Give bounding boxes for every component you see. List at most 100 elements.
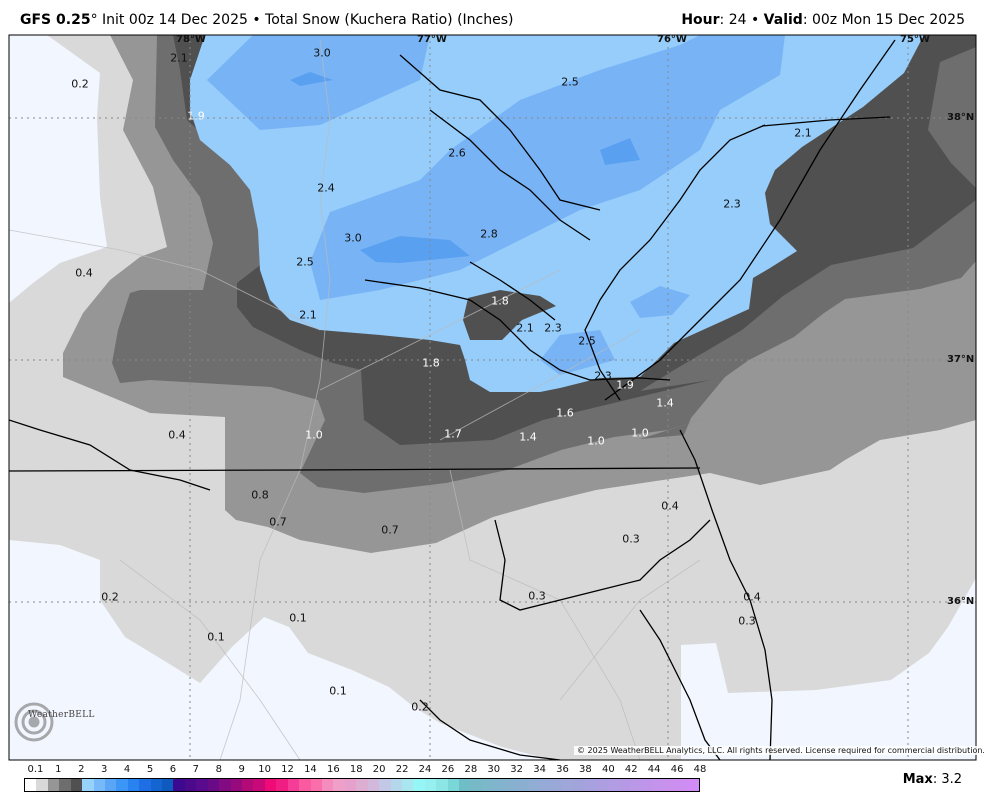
outer-banks xyxy=(679,429,773,760)
snow-value-label: 1.0 xyxy=(587,434,605,448)
colorbar-segment xyxy=(584,779,597,791)
snow-value-label: 3.0 xyxy=(313,46,331,60)
snow-value-label: 0.7 xyxy=(269,515,287,529)
weatherbell-logo-swirl xyxy=(14,702,54,742)
colorbar-segment xyxy=(150,779,163,791)
colorbar-tick-label: 24 xyxy=(418,764,432,775)
snow-band-blue-diagonal xyxy=(310,35,785,300)
colorbar-segment xyxy=(36,779,48,791)
map-title: GFS 0.25° Init 00z 14 Dec 2025 • Total S… xyxy=(20,12,513,28)
snow-value-label: 2.5 xyxy=(296,255,314,269)
colorbar-segment xyxy=(447,779,460,791)
graticule xyxy=(9,35,976,760)
colorbar-segment xyxy=(47,779,60,791)
colorbar-tick-label: 8 xyxy=(215,764,222,775)
colorbar-tick-label: 42 xyxy=(624,764,638,775)
snow-value-label: 2.1 xyxy=(170,51,188,65)
colorbar-segment xyxy=(596,779,608,791)
delmarva-west-shore xyxy=(584,124,766,401)
york-river xyxy=(469,261,556,321)
colorbar-segment xyxy=(162,779,174,791)
snow-value-label: 0.2 xyxy=(71,77,89,91)
snow-value-label: 1.9 xyxy=(616,378,634,392)
colorbar-segment xyxy=(333,779,345,791)
colorbar-segment xyxy=(310,779,322,791)
colorbar-segment xyxy=(139,779,151,791)
colorbar-segment xyxy=(207,779,220,791)
colorbar-tick-label: 16 xyxy=(326,764,340,775)
snow-value-label: 1.8 xyxy=(422,356,440,370)
colorbar-segment xyxy=(561,779,574,791)
snow-value-label: 0.4 xyxy=(743,590,761,604)
max-value: Max: 3.2 xyxy=(903,772,962,787)
hour-label: Hour xyxy=(681,12,720,28)
colorbar-segment xyxy=(127,779,140,791)
lon-label-78w: 78°W xyxy=(176,34,206,45)
colorbar-segment xyxy=(618,779,631,791)
colorbar-segment xyxy=(287,779,300,791)
colorbar-segment xyxy=(184,779,197,791)
snow-band-deep-blue-2 xyxy=(360,236,470,263)
colorbar-segment xyxy=(390,779,402,791)
colorbar-tick-label: 44 xyxy=(647,764,661,775)
colorbar-segment xyxy=(538,779,551,791)
snow-value-label: 1.4 xyxy=(519,430,537,444)
snow-value-label: 0.7 xyxy=(381,523,399,537)
snow-value-label: 1.0 xyxy=(305,428,323,442)
snow-value-label: 0.3 xyxy=(738,614,756,628)
colorbar-segment xyxy=(641,779,654,791)
weatherbell-logo: WeatherBELL xyxy=(28,710,95,720)
colorbar-segment xyxy=(25,779,37,791)
snow-value-label: 0.1 xyxy=(289,611,307,625)
snow-value-label: 0.3 xyxy=(622,532,640,546)
snow-band-deep-blue-3 xyxy=(600,138,640,165)
colorbar-segment xyxy=(607,779,619,791)
snow-value-label: 1.6 xyxy=(556,406,574,420)
coastlines-and-borders xyxy=(9,39,896,760)
colorbar-tick-label: 9 xyxy=(238,764,245,775)
colorbar-segment xyxy=(321,779,334,791)
snow-value-label: 2.8 xyxy=(480,227,498,241)
model-name: GFS 0.25 xyxy=(20,12,91,28)
colorbar-segment xyxy=(70,779,83,791)
snow-value-label: 0.4 xyxy=(661,499,679,513)
colorbar-segment xyxy=(630,779,642,791)
valid-value: : 00z Mon 15 Dec 2025 xyxy=(802,12,965,28)
snow-value-label: 2.3 xyxy=(544,321,562,335)
valid-time: Hour: 24 • Valid: 00z Mon 15 Dec 2025 xyxy=(681,12,965,28)
snow-value-label: 2.1 xyxy=(516,321,534,335)
colorbar-segment xyxy=(242,779,254,791)
colorbar-tick-label: 48 xyxy=(693,764,707,775)
colorbar-tick-label: 2 xyxy=(78,764,85,775)
colorbar-segment xyxy=(116,779,128,791)
valid-label: Valid xyxy=(763,12,803,28)
init-text: Init 00z 14 Dec 2025 • Total Snow (Kuche… xyxy=(97,12,514,28)
snow-value-label: 1.7 xyxy=(444,427,462,441)
colorbar-segment xyxy=(516,779,528,791)
lon-label-75w: 75°W xyxy=(900,34,930,45)
colorbar-segment xyxy=(299,779,311,791)
snow-band-deep-blue-1 xyxy=(290,72,333,86)
colorbar-segment xyxy=(493,779,505,791)
colorbar-tick-label: 12 xyxy=(281,764,294,775)
lon-label-77w: 77°W xyxy=(417,34,447,45)
colorbar xyxy=(24,778,700,792)
colorbar-segment xyxy=(104,779,117,791)
snow-value-label: 2.1 xyxy=(794,126,812,140)
kerr-lake xyxy=(9,419,211,491)
colorbar-tick-label: 36 xyxy=(556,764,569,775)
colorbar-tick-label: 40 xyxy=(601,764,615,775)
colorbar-tick-label: 30 xyxy=(487,764,501,775)
colorbar-tick-label: 18 xyxy=(349,764,363,775)
lon-label-76w: 76°W xyxy=(657,34,687,45)
snow-value-label: 2.6 xyxy=(448,146,466,160)
snow-value-label: 0.8 xyxy=(251,488,269,502)
snow-value-label: 0.2 xyxy=(101,590,119,604)
map-frame xyxy=(8,34,977,761)
snow-value-label: 2.1 xyxy=(299,308,317,322)
southern-coast xyxy=(419,699,561,760)
colorbar-segment xyxy=(470,779,482,791)
snow-value-label: 2.4 xyxy=(317,181,335,195)
colorbar-segment xyxy=(550,779,562,791)
degree-symbol: ° xyxy=(90,12,98,28)
